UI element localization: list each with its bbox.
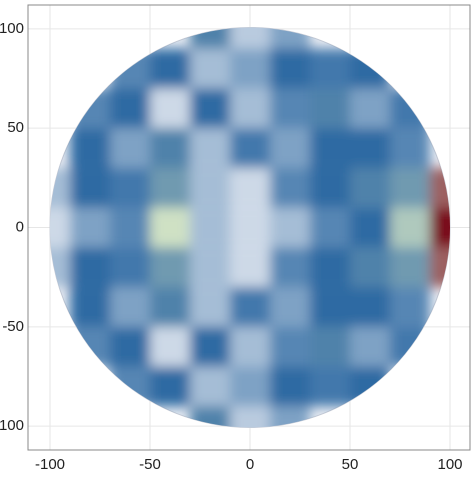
field-cell bbox=[110, 366, 150, 407]
field-cell bbox=[350, 287, 390, 327]
field bbox=[50, 27, 450, 428]
field-cell bbox=[110, 207, 150, 248]
x-tick-label: 0 bbox=[246, 456, 254, 473]
field-cell bbox=[190, 366, 230, 407]
field-cell bbox=[390, 326, 430, 367]
field-cell bbox=[150, 48, 190, 89]
field-cell bbox=[390, 287, 430, 327]
field-cell bbox=[230, 287, 270, 327]
y-tick-label: -50 bbox=[2, 318, 24, 335]
field-cell bbox=[190, 88, 230, 129]
field-cell bbox=[390, 207, 430, 248]
field-cell bbox=[150, 128, 190, 168]
field-cell bbox=[390, 88, 430, 129]
field-cell bbox=[350, 326, 390, 367]
field-cell bbox=[310, 326, 350, 367]
field-cell bbox=[390, 128, 430, 168]
field-cell bbox=[150, 247, 190, 288]
field-cell bbox=[270, 88, 310, 129]
plot-frame bbox=[27, 4, 471, 451]
field-cell bbox=[230, 247, 270, 288]
field-cell bbox=[230, 88, 270, 129]
field-cell bbox=[150, 207, 190, 248]
field-cell bbox=[230, 366, 270, 407]
field-cell bbox=[390, 247, 430, 288]
field-cell bbox=[230, 326, 270, 367]
field-cell bbox=[230, 406, 270, 428]
x-tick-label: 50 bbox=[342, 456, 359, 473]
x-tick-label: -100 bbox=[35, 456, 65, 473]
field-cell bbox=[190, 287, 230, 327]
field-cell bbox=[430, 207, 450, 248]
field-cell bbox=[310, 247, 350, 288]
field-cell bbox=[190, 167, 230, 208]
field-cell bbox=[70, 247, 110, 288]
y-tick-label: 50 bbox=[7, 119, 24, 136]
field-cell bbox=[270, 287, 310, 327]
field-cell bbox=[310, 48, 350, 89]
field-cell bbox=[270, 247, 310, 288]
field-cell bbox=[110, 88, 150, 129]
field-cell bbox=[270, 48, 310, 89]
y-tick-label: 100 bbox=[0, 20, 24, 37]
field-cell bbox=[110, 287, 150, 327]
field-cell bbox=[350, 128, 390, 168]
field-cell bbox=[270, 128, 310, 168]
field-cell bbox=[190, 48, 230, 89]
field-cell bbox=[190, 207, 230, 248]
field-cell bbox=[310, 207, 350, 248]
field-cell bbox=[350, 48, 390, 89]
field-cell bbox=[350, 167, 390, 208]
field-cell bbox=[310, 366, 350, 407]
y-tick-label: -100 bbox=[0, 417, 24, 434]
field-cell bbox=[50, 207, 70, 248]
field-cell bbox=[230, 27, 270, 49]
x-tick-label: -50 bbox=[139, 456, 161, 473]
field-cell bbox=[270, 207, 310, 248]
field-cell bbox=[350, 366, 390, 407]
field-cell bbox=[230, 167, 270, 208]
field-cell bbox=[150, 366, 190, 407]
field-cell bbox=[350, 88, 390, 129]
field-cell bbox=[270, 326, 310, 367]
field-cell bbox=[150, 287, 190, 327]
field-cell bbox=[70, 128, 110, 168]
field-cell bbox=[190, 128, 230, 168]
field-cell bbox=[270, 167, 310, 208]
field-cell bbox=[70, 88, 110, 129]
field-cell bbox=[230, 128, 270, 168]
field-cell bbox=[70, 207, 110, 248]
field-cell bbox=[350, 247, 390, 288]
field-cell bbox=[230, 48, 270, 89]
field-cell bbox=[270, 366, 310, 407]
field-cell bbox=[110, 326, 150, 367]
field-cell bbox=[150, 326, 190, 367]
tick-labels: -100 -50 0 50 100 -100 -50 0 50 100 bbox=[0, 20, 463, 473]
field-cell bbox=[70, 287, 110, 327]
field-cell bbox=[310, 287, 350, 327]
y-tick-label: 0 bbox=[16, 218, 24, 235]
field-cell bbox=[390, 167, 430, 208]
field-cell bbox=[310, 167, 350, 208]
field-cell bbox=[230, 207, 270, 248]
field-cell bbox=[190, 247, 230, 288]
field-cell bbox=[310, 128, 350, 168]
field-cell bbox=[110, 167, 150, 208]
field-cell bbox=[110, 247, 150, 288]
field-cell bbox=[190, 326, 230, 367]
field-cell bbox=[70, 326, 110, 367]
field-cell bbox=[110, 128, 150, 168]
field-cell bbox=[350, 207, 390, 248]
field-cell bbox=[150, 167, 190, 208]
x-tick-label: 100 bbox=[437, 456, 462, 473]
field-cell bbox=[150, 88, 190, 129]
field-cell bbox=[70, 167, 110, 208]
field-cell bbox=[110, 48, 150, 89]
field-cell bbox=[310, 88, 350, 129]
